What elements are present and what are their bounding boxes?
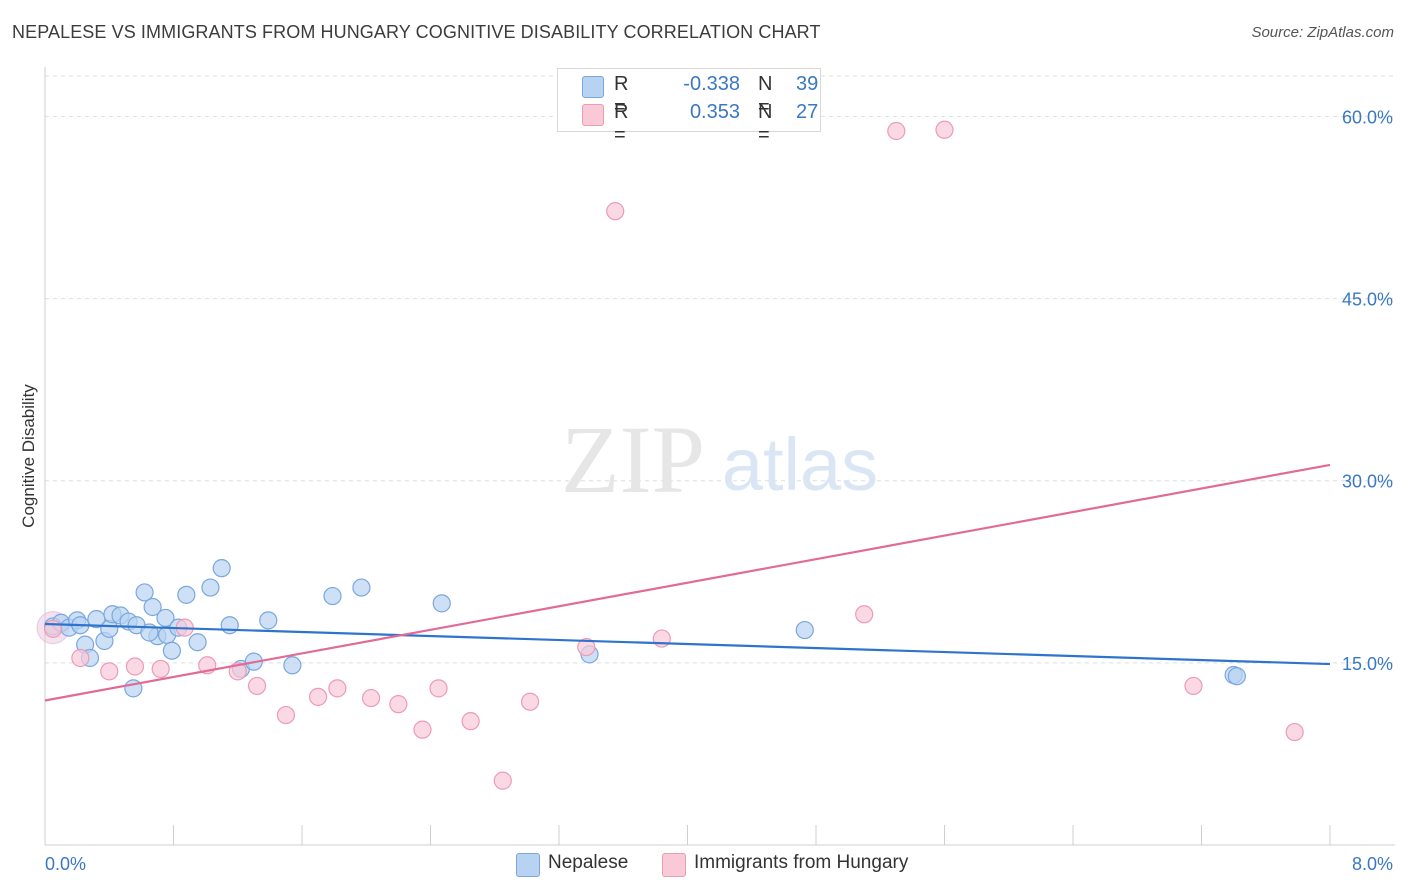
hungary-point: [1184, 676, 1203, 696]
hungary-trendline: [44, 463, 1331, 702]
x-tick-label: 0.0%: [45, 854, 86, 874]
bottom-legend-swatch-pink: [662, 853, 686, 877]
legend-r-value: -0.338: [683, 73, 740, 95]
watermark-zip: ZIP: [561, 406, 705, 513]
legend-n-value: 27: [796, 101, 819, 123]
hungary-point: [1285, 722, 1304, 742]
nepalese-point: [201, 578, 220, 597]
nepalese-point: [432, 594, 451, 613]
hungary-point: [71, 648, 90, 668]
chart-title: NEPALESE VS IMMIGRANTS FROM HUNGARY COGN…: [12, 22, 821, 42]
hungary-point: [389, 695, 408, 714]
nepalese-point: [188, 633, 207, 652]
hungary-point: [43, 619, 63, 638]
nepalese-point: [323, 586, 342, 606]
legend-n-value: 39: [796, 73, 819, 95]
legend-n-label: N =: [758, 73, 773, 118]
hungary-point: [247, 676, 267, 696]
legend-swatch-pink: [582, 104, 604, 126]
bottom-legend-swatch-blue: [516, 853, 540, 877]
hungary-point: [125, 657, 145, 676]
y-tick-label: 45.0%: [1342, 290, 1393, 310]
axis-layer: [44, 67, 1395, 846]
grid-layer: [45, 75, 1395, 664]
legend-r-label: R =: [614, 73, 629, 118]
nepalese-point: [1227, 667, 1246, 686]
hungary-point: [429, 679, 448, 698]
hungary-point: [887, 121, 906, 141]
nepalese-point: [352, 578, 371, 597]
hungary-point: [935, 120, 954, 139]
hungary-point: [652, 629, 671, 648]
legend-r-value: 0.353: [689, 101, 740, 123]
bottom-legend-label: Nepalese: [548, 852, 629, 873]
legend-r-label: R =: [614, 101, 629, 146]
source-credit: Source: ZipAtlas.com: [1251, 24, 1394, 41]
y-tick-label: 30.0%: [1342, 472, 1393, 492]
points-layer: [36, 120, 1304, 790]
y-tick-label: 60.0%: [1342, 107, 1393, 127]
hungary-point: [855, 605, 874, 624]
hungary-point: [493, 771, 512, 790]
nepalese-trendline: [44, 622, 1331, 666]
nepalese-point: [135, 583, 154, 602]
label-layer: 15.0% 30.0% 45.0% 60.0% 0.0% 8.0%: [45, 107, 1393, 874]
y-axis-label: Cognitive Disability: [19, 384, 38, 528]
trend-layer: [44, 463, 1331, 702]
nepalese-point: [212, 559, 231, 578]
hungary-point: [151, 659, 170, 679]
y-tick-label: 15.0%: [1342, 654, 1393, 674]
nepalese-point: [143, 597, 162, 617]
watermark: ZIP atlas: [561, 406, 878, 513]
nepalese-point: [220, 616, 239, 635]
legend-n-label: N =: [758, 101, 773, 146]
hungary-point: [328, 679, 347, 698]
stats-legend: R = -0.338 N = 39 R = 0.353 N = 27: [557, 68, 821, 146]
bottom-legend-label: Immigrants from Hungary: [694, 852, 909, 873]
hungary-point: [228, 662, 247, 681]
hungary-point: [308, 687, 328, 706]
nepalese-point: [283, 656, 302, 675]
hungary-point: [577, 637, 596, 657]
hungary-point: [413, 720, 432, 739]
hungary-point: [606, 202, 625, 221]
hungary-point: [361, 688, 381, 708]
nepalese-point: [259, 611, 278, 630]
hungary-point: [520, 692, 540, 711]
hungary-point: [100, 662, 119, 681]
nepalese-point: [795, 620, 814, 640]
x-tick-label: 8.0%: [1352, 854, 1393, 874]
nepalese-point: [162, 641, 181, 660]
hungary-point: [461, 712, 480, 731]
hungary-point: [276, 705, 296, 725]
watermark-atlas: atlas: [722, 423, 878, 506]
nepalese-point: [177, 585, 196, 604]
legend-swatch-blue: [582, 76, 604, 98]
